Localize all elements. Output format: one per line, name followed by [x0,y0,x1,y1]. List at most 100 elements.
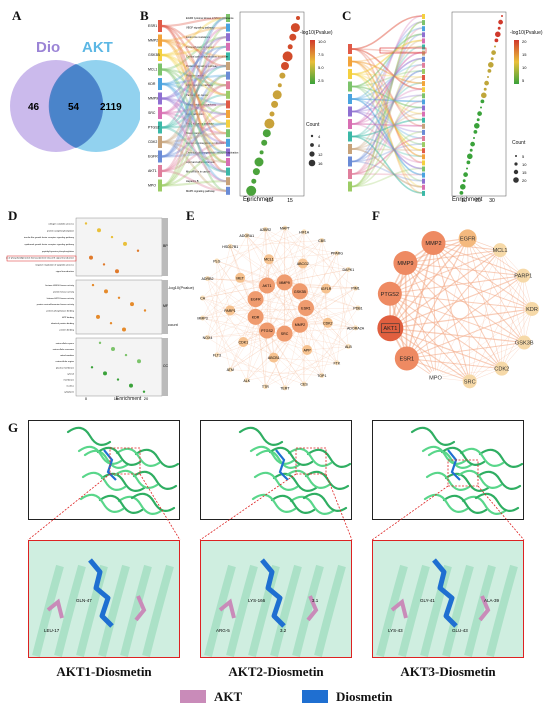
sankey-link [351,167,423,188]
protein-ribbon [255,449,301,470]
network-label-abcb1: ABCB1 [268,356,280,360]
network-edge [202,285,268,299]
size-legend-tick: 20 [522,178,527,183]
facet-label-bp: BP [163,244,168,248]
network-label-adora1: ADORA1 [239,234,254,238]
core-label-esr1: ESR1 [399,357,414,363]
colorbar-tick: 5.0 [318,65,324,70]
sankey-link [351,85,423,182]
bubble-point [279,72,286,79]
term-bar [422,178,425,184]
term-bar [422,129,425,135]
network-edge [230,240,322,247]
term-bar [422,32,425,38]
network-node-pim1 [353,285,359,291]
term-bar [422,160,425,166]
caption-akt1-diosmetin: AKT1-Diosmetin [56,664,152,679]
bubble-point [466,167,468,170]
network-node-flt3 [214,352,220,358]
sankey-link [351,45,423,63]
go-dot [137,359,141,364]
zoom-ribbon [54,564,86,657]
bubble-point [470,141,475,147]
term-bar [422,99,425,105]
core-edge [499,250,502,369]
network-edge [266,291,301,331]
go-term-label: extracellular region [56,360,75,363]
term-label: Focal adhesion [186,112,204,116]
network-node-esr1 [298,300,314,316]
network-edge [336,253,349,347]
zoom-ribbon [270,564,302,657]
sankey-link [351,33,423,88]
network-edge [321,288,327,376]
protein-ribbon [253,471,299,492]
network-node-ftk [334,360,340,366]
core-edge [433,242,524,277]
network-label-atm: ATM [227,368,234,372]
term-bar [226,148,230,157]
go-dot [91,283,95,287]
sankey-link [351,110,423,170]
term-label: ErbB signaling pathway [186,83,214,87]
protein-ribbon [302,492,348,513]
network-edge [202,317,266,387]
panel-label-e: E [186,208,195,223]
term-bar [226,14,230,22]
core-label-mcl1: MCL1 [493,248,508,254]
network-node-ces [301,381,307,387]
core-node-mmp9 [393,251,418,276]
sankey-link [351,88,423,125]
sankey-link [351,21,423,188]
core-edge [467,238,525,343]
residue-zoom [306,595,319,622]
go-dotplot: BP collagen catabolic process protein auto… [6,217,169,400]
term-bar [226,138,230,147]
go-term-label: epidermal growth factor receptor signali… [25,243,75,246]
term-bar [422,44,425,50]
go-dot [98,341,102,345]
size-legend-dot [310,143,314,147]
network-label-src: SRC [281,332,289,336]
residue-label: LYS-43 [388,628,403,633]
network-label-akt1: AKT1 [263,284,272,288]
sankey-link [161,126,227,173]
sankey-link [351,73,423,151]
network-label-cbs: CBS [318,239,326,243]
residue-label: ALA-39 [484,598,500,603]
core-node-akt1 [377,315,404,342]
go-dot [136,249,140,252]
sankey-link [161,24,227,96]
go-legend-title: -log10(Pvalue) [510,30,543,36]
network-edge [230,333,285,370]
network-edge [243,341,322,376]
term-bar [226,90,230,99]
network-node-kdr [247,308,264,325]
core-node-mmp2 [421,231,446,256]
protein-ribbon [134,448,180,469]
network-label-tert: TERT [280,386,290,390]
sankey-link [351,39,423,150]
bubble-point [466,160,471,165]
colorbar-tick: 20 [522,39,527,44]
legend-label-akt: AKT [214,689,243,704]
network-edge [284,322,328,388]
network-edge [246,235,337,254]
docking-zoom-akt2 [200,540,352,658]
term-label: Hepatitis B [186,179,199,183]
go-term-label: protein serine/threonine kinase activity [37,303,75,306]
bubble-point [494,45,496,48]
bubble-point [290,23,300,33]
network-label-plg: PLG [213,259,220,263]
ppi-network: ESR1 MMP2 SRC PTGS2 KDR EGFR AKT1 MMP9 GSK3B CDK2… [197,225,365,391]
sankey-link [161,16,227,28]
go-term-label: extracellular space [56,342,75,345]
legend-label-diosmetin: Diosmetin [336,689,393,704]
protein-ribbon [238,426,284,447]
sankey-link [161,112,227,173]
term-bar [226,71,230,80]
go-dot [142,390,146,393]
panel-label-g: G [8,420,19,435]
sankey-link [161,103,227,187]
sankey-link [351,57,423,113]
